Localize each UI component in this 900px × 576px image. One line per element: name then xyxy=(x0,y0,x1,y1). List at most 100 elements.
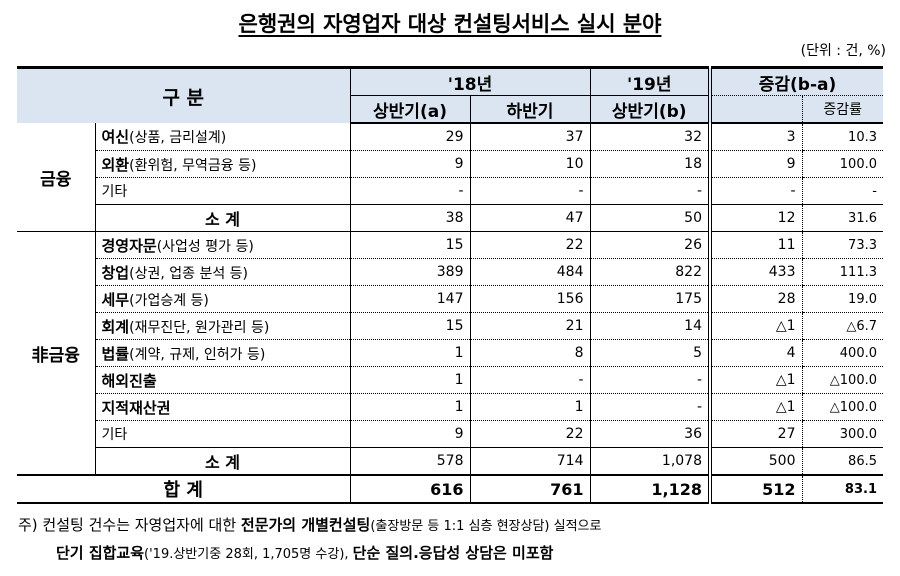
value-cell: 22 xyxy=(469,231,590,259)
value-cell: 156 xyxy=(469,285,590,313)
item-detail: (상권, 업종 분석 등) xyxy=(129,265,248,282)
item-label: 세무(가업승계 등) xyxy=(95,285,350,313)
value-cell: - xyxy=(589,393,710,421)
item-label: 기타 xyxy=(95,420,350,448)
item-name: 해외진출 xyxy=(101,371,157,390)
value-cell: 389 xyxy=(349,258,470,286)
value-cell: 83.1 xyxy=(801,474,883,504)
value-cell: 761 xyxy=(469,474,590,504)
value-cell: 29 xyxy=(349,123,470,151)
value-cell: - xyxy=(589,177,710,205)
value-cell: △1 xyxy=(708,312,802,340)
item-detail: (가업승계 등) xyxy=(129,292,209,309)
header-change-blank xyxy=(708,95,802,124)
item-name: 지적재산권 xyxy=(101,398,171,417)
value-cell: 1 xyxy=(349,366,470,394)
value-cell: 1 xyxy=(469,393,590,421)
value-cell: 5 xyxy=(589,339,710,367)
item-label: 외환(환위험, 무역금융 등) xyxy=(95,150,350,178)
value-cell: - xyxy=(589,366,710,394)
note-bold: 전문가의 개별컨설팅 xyxy=(240,516,371,534)
item-label: 창업(상권, 업종 분석 등) xyxy=(95,258,350,286)
value-cell: 27 xyxy=(708,420,802,448)
value-cell: 175 xyxy=(589,285,710,313)
value-cell: - xyxy=(708,177,802,205)
header-2018-h2: 하반기 xyxy=(469,95,590,124)
value-cell: 12 xyxy=(708,204,802,232)
value-cell: 38 xyxy=(349,204,470,232)
note-text: ('19.상반기중 28회, 1,705명 수강), xyxy=(144,547,353,562)
note-text: (출장방문 등 1:1 심층 현장상담) 실적으로 xyxy=(370,519,602,534)
item-label: 법률(계약, 규제, 인허가 등) xyxy=(95,339,350,367)
table-row: 기타 9 22 36 27 300.0 xyxy=(17,420,883,448)
value-cell: △1 xyxy=(708,366,802,394)
item-name: 법률 xyxy=(101,344,130,363)
item-detail: (사업성 평가 등) xyxy=(156,238,254,255)
value-cell: - xyxy=(349,177,470,205)
table-row: 금융 여신(상품, 금리설계) 29 37 32 3 10.3 xyxy=(17,123,883,232)
item-label: 경영자문(사업성 평가 등) xyxy=(95,231,350,259)
table-row: 세무(가업승계 등) 147 156 175 28 19.0 xyxy=(17,285,883,313)
value-cell: 21 xyxy=(469,312,590,340)
header-category: 구 분 xyxy=(17,66,350,123)
value-cell: 10.3 xyxy=(801,123,883,151)
value-cell: 484 xyxy=(469,258,590,286)
item-label: 해외진출 xyxy=(95,366,350,394)
value-cell: 1 xyxy=(349,393,470,421)
value-cell: 147 xyxy=(349,285,470,313)
subtotal-row: 소 계 38 47 50 12 31.6 xyxy=(17,204,883,232)
table-row: 법률(계약, 규제, 인허가 등) 1 8 5 4 400.0 xyxy=(17,339,883,367)
subtotal-label: 소 계 xyxy=(95,204,350,232)
item-name: 창업 xyxy=(101,263,130,282)
value-cell: △100.0 xyxy=(801,393,883,421)
item-label: 회계(재무진단, 원가관리 등) xyxy=(95,312,350,340)
item-name: 회계 xyxy=(101,317,130,336)
value-cell: △100.0 xyxy=(801,366,883,394)
table-row: 해외진출 1- - △1 △100.0 xyxy=(17,366,883,394)
table-row: 기타 - - - - - xyxy=(17,177,883,205)
value-cell: 400.0 xyxy=(801,339,883,367)
item-name: 외환 xyxy=(101,155,130,174)
value-cell: 9 xyxy=(349,150,470,178)
header-2018-h1: 상반기(a) xyxy=(349,95,470,124)
value-cell: - xyxy=(469,366,590,394)
subtotal-row: 소 계 578 714 1,078 500 86.5 xyxy=(17,447,883,476)
value-cell: 11 xyxy=(708,231,802,259)
value-cell: 9 xyxy=(349,420,470,448)
value-cell: 73.3 xyxy=(801,231,883,259)
note-bold: 단기 집합교육 xyxy=(56,544,145,562)
value-cell: - xyxy=(801,177,883,205)
value-cell: 4 xyxy=(708,339,802,367)
subtotal-label: 소 계 xyxy=(95,447,350,476)
item-detail: (환위험, 무역금융 등) xyxy=(129,157,257,174)
value-cell: 433 xyxy=(708,258,802,286)
table-row: 회계(재무진단, 원가관리 등) 15 21 14 △1 △6.7 xyxy=(17,312,883,340)
unit-label: (단위 : 건, %) xyxy=(800,43,886,59)
value-cell: 100.0 xyxy=(801,150,883,178)
value-cell: 28 xyxy=(708,285,802,313)
header-2018: '18년 xyxy=(349,66,590,96)
header-change: 증감(b-a) xyxy=(708,66,883,96)
item-detail: (상품, 금리설계) xyxy=(129,130,227,146)
value-cell: 19.0 xyxy=(801,285,883,313)
item-label: 지적재산권 xyxy=(95,393,350,421)
value-cell: △1 xyxy=(708,393,802,421)
category-label: 非금융 xyxy=(17,231,96,476)
value-cell: 15 xyxy=(349,231,470,259)
item-label: 기타 xyxy=(95,177,350,205)
footnote: 주) 컨설팅 건수는 자영업자에 대한 전문가의 개별컨설팅(출장방문 등 1:… xyxy=(18,512,601,568)
total-row: 합 계 616 761 1,128 512 83.1 xyxy=(17,474,883,504)
value-cell: 37 xyxy=(469,123,590,151)
value-cell: 1,078 xyxy=(589,447,710,476)
value-cell: 31.6 xyxy=(801,204,883,232)
table-row: 창업(상권, 업종 분석 등) 389 484 822 433 111.3 xyxy=(17,258,883,286)
category-label: 금융 xyxy=(17,123,96,232)
value-cell: 500 xyxy=(708,447,802,476)
table-row: 외환(환위험, 무역금융 등) 9 10 18 9 100.0 xyxy=(17,150,883,178)
value-cell: 1 xyxy=(349,339,470,367)
value-cell: 111.3 xyxy=(801,258,883,286)
table-row: 非금융 경영자문(사업성 평가 등) 15 22 26 11 73.3 xyxy=(17,231,883,476)
header-2019-h1: 상반기(b) xyxy=(589,95,710,124)
item-detail: (재무진단, 원가관리 등) xyxy=(129,319,270,336)
value-cell: 1,128 xyxy=(589,474,710,504)
